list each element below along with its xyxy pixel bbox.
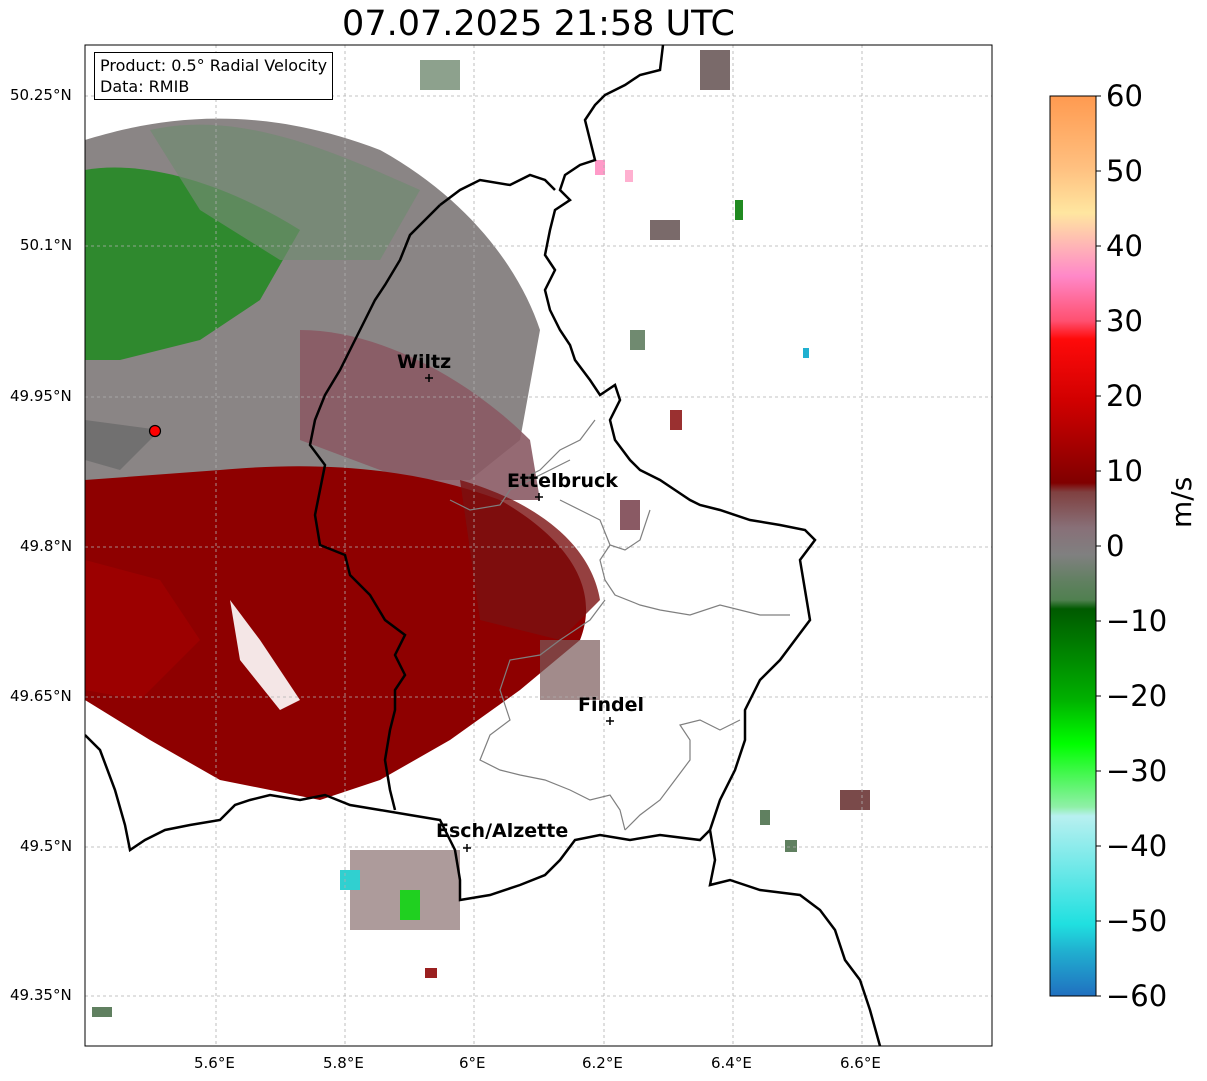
borders — [85, 45, 882, 1046]
colorbar — [1049, 95, 1097, 997]
map-title: 07.07.2025 21:58 UTC — [342, 4, 735, 44]
city-label-findel: Findel — [578, 694, 645, 716]
colorbar-tick-label: −60 — [1106, 979, 1168, 1013]
map-frame — [84, 44, 993, 1047]
colorbar-tick-label: 20 — [1106, 379, 1143, 413]
colorbar-ticks — [1096, 95, 1101, 997]
lat-tick: 49.35°N — [10, 986, 72, 1004]
colorbar-tick-label: 60 — [1106, 79, 1143, 113]
colorbar-tick-label: −30 — [1106, 754, 1168, 788]
city-label-esch-alzette: Esch/Alzette — [436, 820, 569, 842]
colorbar-tick-label: −10 — [1106, 604, 1168, 638]
lon-tick: 5.8°E — [323, 1054, 364, 1072]
colorbar-tick-label: 10 — [1106, 454, 1143, 488]
lat-tick: 49.95°N — [10, 387, 72, 405]
colorbar-tick-label: 30 — [1106, 304, 1143, 338]
lon-tick: 6.6°E — [840, 1054, 881, 1072]
colorbar-tick-label: 40 — [1106, 229, 1143, 263]
lon-tick: 5.6°E — [194, 1054, 235, 1072]
colorbar-label: m/s — [1165, 476, 1198, 528]
radar-velocity-field — [85, 50, 870, 1017]
info-data-source: Data: RMIB — [100, 77, 190, 96]
lon-tick: 6.2°E — [582, 1054, 623, 1072]
city-label-ettelbruck: Ettelbruck — [507, 470, 618, 492]
lat-tick: 49.5°N — [20, 837, 73, 855]
lat-tick: 49.65°N — [10, 687, 72, 705]
lat-tick: 50.1°N — [20, 236, 73, 254]
lat-tick: 49.8°N — [20, 537, 73, 555]
colorbar-tick-label: −40 — [1106, 829, 1168, 863]
colorbar-tick-label: 50 — [1106, 154, 1143, 188]
info-product: Product: 0.5° Radial Velocity — [100, 56, 328, 75]
colorbar-tick-label: −20 — [1106, 679, 1168, 713]
lat-tick: 50.25°N — [10, 86, 72, 104]
colorbar-tick-label: −50 — [1106, 904, 1168, 938]
lon-tick: 6.4°E — [711, 1054, 752, 1072]
lon-tick: 6°E — [459, 1054, 486, 1072]
info-box: Product: 0.5° Radial Velocity Data: RMIB — [94, 52, 334, 100]
city-label-wiltz: Wiltz — [397, 351, 452, 373]
city-markers — [425, 374, 614, 852]
colorbar-tick-label: 0 — [1106, 529, 1125, 563]
radar-site-marker — [148, 424, 162, 438]
